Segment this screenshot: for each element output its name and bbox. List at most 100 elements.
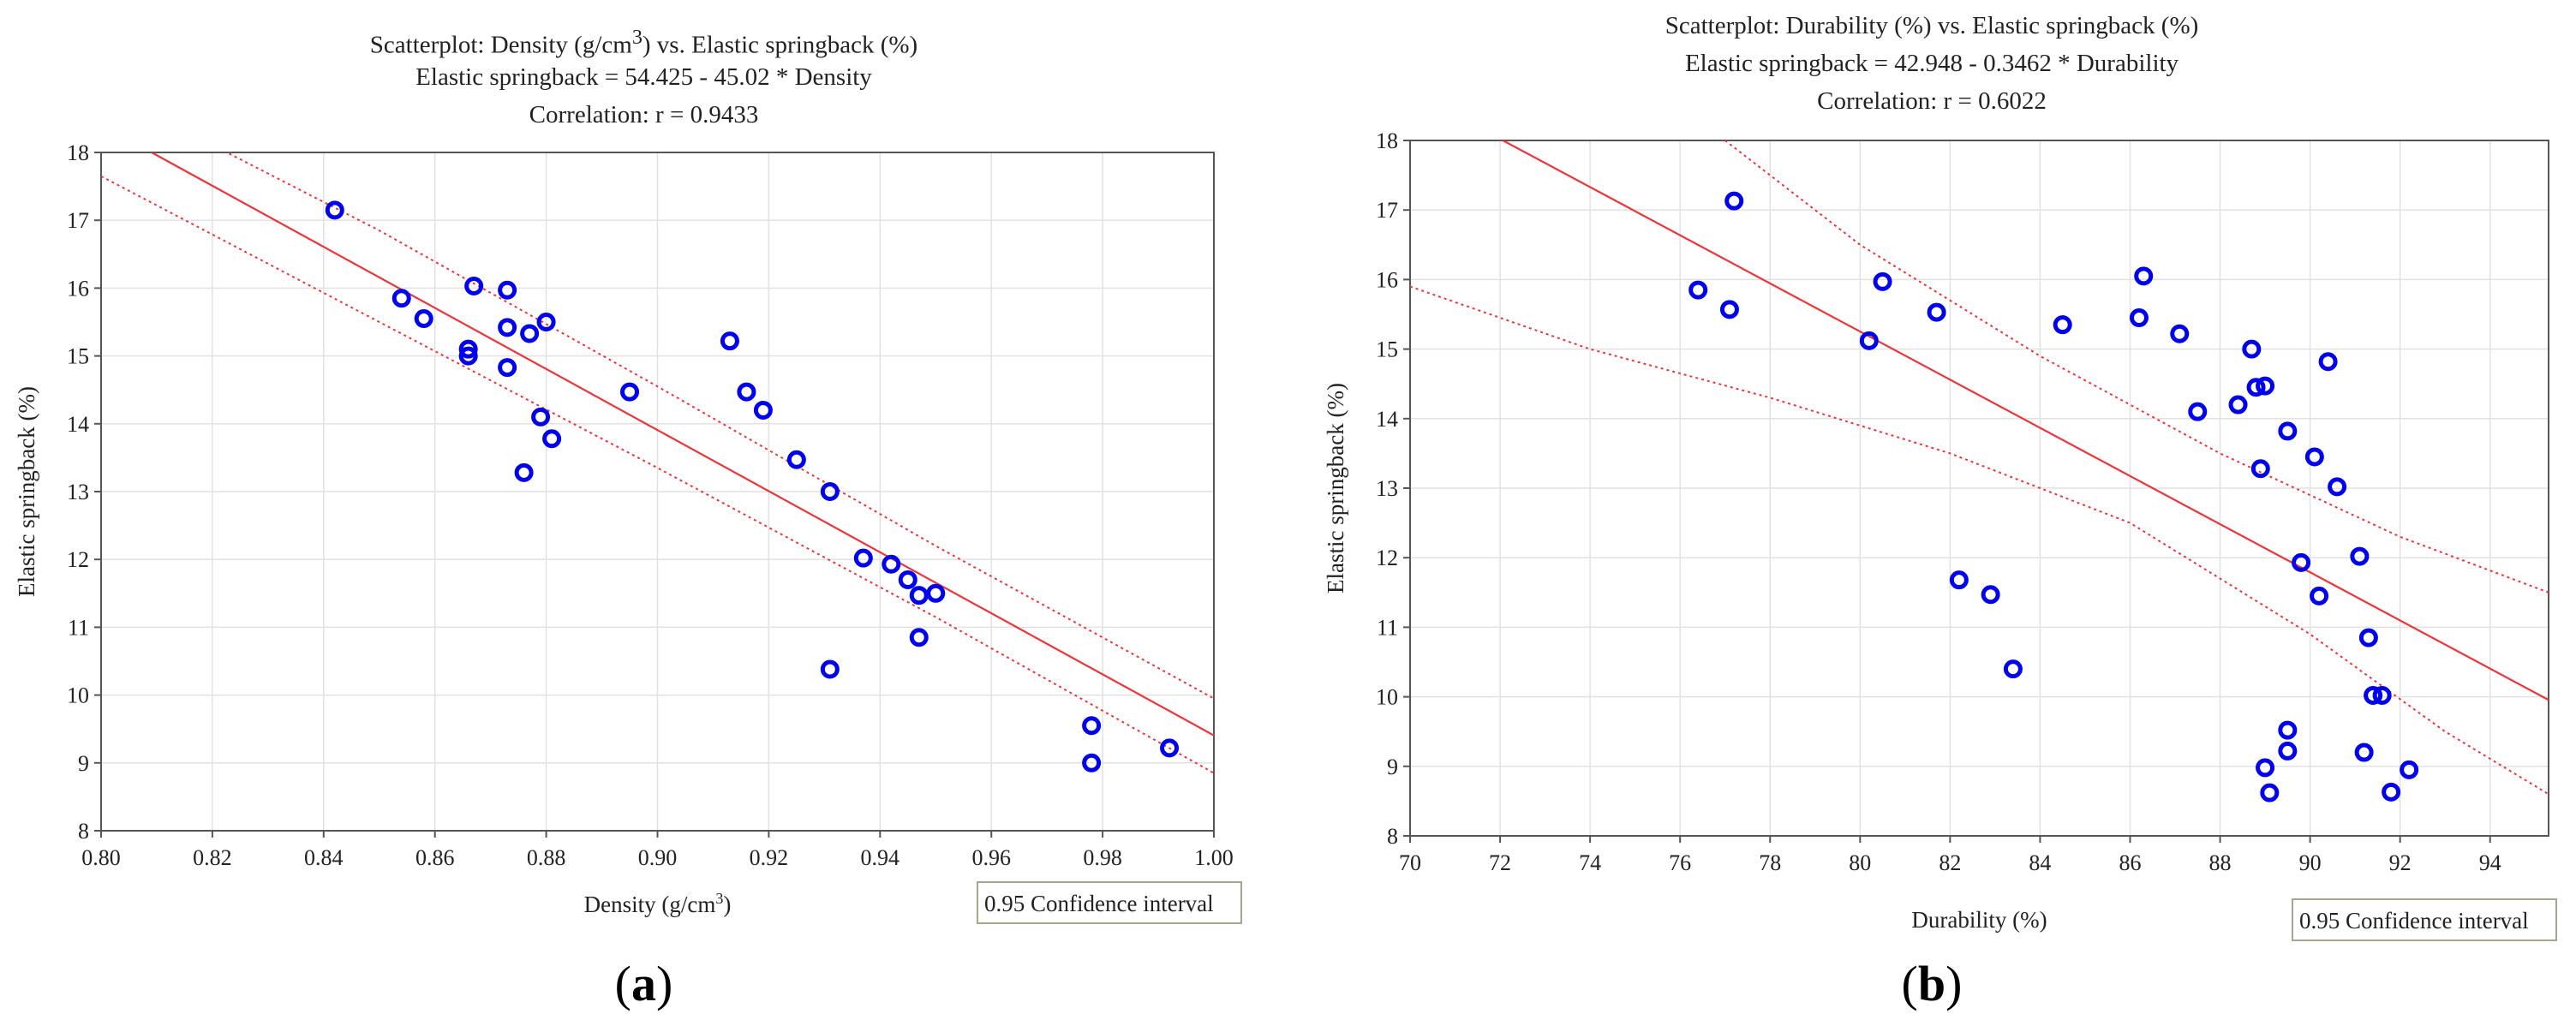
data-point bbox=[498, 280, 517, 300]
data-point bbox=[753, 400, 773, 420]
data-point bbox=[2188, 402, 2208, 421]
data-point bbox=[2134, 266, 2154, 286]
data-point bbox=[2256, 758, 2275, 778]
data-point bbox=[2250, 459, 2270, 479]
data-point bbox=[909, 586, 929, 605]
data-point bbox=[720, 331, 739, 351]
confidence-upper bbox=[1724, 140, 2549, 594]
y-tick-label: 8 bbox=[78, 819, 89, 844]
x-tick-label: 0.88 bbox=[527, 845, 566, 870]
data-point bbox=[2129, 308, 2149, 328]
x-tick-label: 0.84 bbox=[304, 845, 344, 870]
x-tick-label: 0.86 bbox=[415, 845, 455, 870]
data-point bbox=[2278, 421, 2298, 441]
data-point bbox=[514, 462, 534, 482]
data-point bbox=[2292, 552, 2311, 572]
y-tick-label: 12 bbox=[67, 547, 89, 572]
data-point bbox=[2260, 783, 2280, 802]
y-tick-label: 10 bbox=[1376, 685, 1398, 710]
x-tick-label: 74 bbox=[1579, 850, 1601, 875]
data-point bbox=[536, 313, 556, 331]
panel-label: (b) bbox=[1901, 956, 1963, 1011]
data-point bbox=[1859, 331, 1879, 350]
x-tick-label: 0.90 bbox=[638, 845, 678, 870]
x-tick-label: 76 bbox=[1669, 850, 1691, 875]
data-point bbox=[520, 324, 540, 343]
panel-b: Scatterplot: Durability (%) vs. Elastic … bbox=[1288, 0, 2576, 1026]
data-point bbox=[909, 628, 929, 647]
data-point bbox=[391, 289, 411, 308]
y-tick-label: 13 bbox=[67, 480, 89, 504]
y-tick-label: 9 bbox=[1387, 755, 1398, 779]
y-tick-label: 14 bbox=[1376, 407, 1398, 432]
y-tick-label: 11 bbox=[1377, 615, 1398, 640]
x-tick-label: 0.82 bbox=[193, 845, 232, 870]
panel-label: (a) bbox=[614, 956, 673, 1011]
scatter-plot: 70 72 74 76 78 80 82 84 86 88 90 92 94 8 9 10 11 12 13 14 15… bbox=[1323, 128, 2557, 941]
x-tick-label: 80 bbox=[1849, 850, 1871, 875]
data-point bbox=[1082, 716, 1102, 736]
y-tick-label: 17 bbox=[67, 208, 89, 233]
x-tick-label: 94 bbox=[2479, 850, 2501, 875]
data-point bbox=[2372, 685, 2392, 705]
y-tick-label: 9 bbox=[78, 751, 89, 776]
y-tick-label: 16 bbox=[67, 276, 89, 301]
panel-a: Scatterplot: Density (g/cm3) vs. Elastic… bbox=[14, 26, 1242, 1011]
data-point bbox=[2350, 546, 2370, 566]
data-point bbox=[2256, 376, 2275, 396]
data-point bbox=[1981, 585, 2000, 605]
data-point bbox=[2170, 324, 2190, 343]
data-point bbox=[414, 309, 433, 329]
regression-line bbox=[1501, 140, 2549, 701]
x-tick-label: 84 bbox=[2029, 850, 2051, 875]
x-tick-label: 72 bbox=[1489, 850, 1511, 875]
chart-title: Scatterplot: Durability (%) vs. Elastic … bbox=[1665, 12, 2199, 39]
x-tick-label: 82 bbox=[1939, 850, 1961, 875]
x-tick-label: 0.92 bbox=[750, 845, 789, 870]
y-tick-label: 8 bbox=[1387, 824, 1398, 849]
data-point bbox=[1873, 271, 1892, 291]
x-tick-label: 1.00 bbox=[1194, 845, 1234, 870]
data-point bbox=[2304, 447, 2324, 467]
data-point bbox=[1082, 753, 1102, 772]
x-tick-label: 0.94 bbox=[861, 845, 900, 870]
legend-text: 0.95 Confidence interval bbox=[2299, 908, 2529, 934]
data-point bbox=[2310, 586, 2329, 605]
x-axis-label: Density (g/cm3) bbox=[584, 890, 732, 917]
data-point bbox=[2228, 395, 2248, 415]
data-point bbox=[1927, 302, 1946, 322]
legend-box bbox=[2292, 898, 2557, 941]
data-point bbox=[2278, 720, 2298, 740]
x-tick-label: 0.96 bbox=[971, 845, 1011, 870]
x-tick-label: 0.98 bbox=[1083, 845, 1122, 870]
data-point bbox=[2382, 782, 2401, 802]
data-point bbox=[498, 318, 517, 337]
data-point bbox=[2318, 352, 2338, 372]
data-point bbox=[2364, 685, 2383, 705]
confidence-upper bbox=[224, 152, 1214, 700]
data-point bbox=[786, 450, 806, 469]
x-axis-label: Durability (%) bbox=[1911, 907, 2047, 933]
data-point bbox=[2278, 741, 2298, 761]
data-point bbox=[2400, 760, 2419, 779]
correlation-value: Correlation: r = 0.9433 bbox=[529, 101, 759, 128]
y-tick-label: 13 bbox=[1376, 476, 1398, 501]
y-tick-label: 15 bbox=[1376, 337, 1398, 362]
data-point bbox=[898, 570, 917, 589]
x-tick-label: 90 bbox=[2299, 850, 2322, 875]
y-tick-label: 18 bbox=[67, 140, 89, 165]
y-tick-label: 10 bbox=[67, 683, 89, 708]
y-tick-label: 17 bbox=[1376, 198, 1398, 223]
data-point bbox=[2053, 315, 2072, 335]
fit-group bbox=[1410, 140, 2549, 796]
x-tick-label: 86 bbox=[2119, 850, 2141, 875]
legend-box bbox=[977, 881, 1242, 924]
regression-equation: Elastic springback = 42.948 - 0.3462 * D… bbox=[1684, 50, 2179, 77]
x-tick-label: 78 bbox=[1759, 850, 1781, 875]
confidence-lower bbox=[101, 175, 1214, 774]
data-point bbox=[2003, 659, 2023, 679]
chart-title: Scatterplot: Density (g/cm3) vs. Elastic… bbox=[369, 26, 918, 59]
y-axis-label: Elastic springback (%) bbox=[14, 386, 39, 597]
regression-line bbox=[149, 152, 1214, 737]
y-tick-label: 18 bbox=[1376, 128, 1398, 153]
